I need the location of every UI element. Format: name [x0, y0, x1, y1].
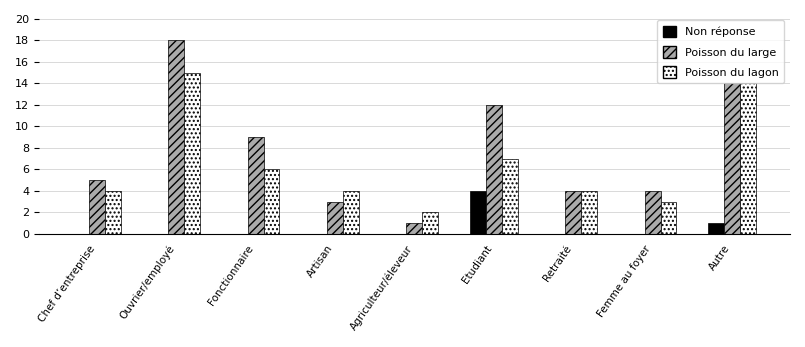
- Bar: [263, 169, 279, 234]
- Bar: [502, 159, 518, 234]
- Bar: [248, 137, 263, 234]
- Bar: [661, 202, 676, 234]
- Bar: [184, 73, 200, 234]
- Bar: [740, 83, 756, 234]
- Bar: [708, 223, 724, 234]
- Bar: [168, 41, 184, 234]
- Bar: [327, 202, 343, 234]
- Legend: Non réponse, Poisson du large, Poisson du lagon: Non réponse, Poisson du large, Poisson d…: [657, 20, 784, 84]
- Bar: [343, 191, 359, 234]
- Bar: [645, 191, 661, 234]
- Bar: [470, 191, 486, 234]
- Bar: [89, 180, 105, 234]
- Bar: [423, 212, 438, 234]
- Bar: [105, 191, 121, 234]
- Bar: [407, 223, 423, 234]
- Bar: [724, 83, 740, 234]
- Bar: [486, 105, 502, 234]
- Bar: [565, 191, 581, 234]
- Bar: [581, 191, 597, 234]
